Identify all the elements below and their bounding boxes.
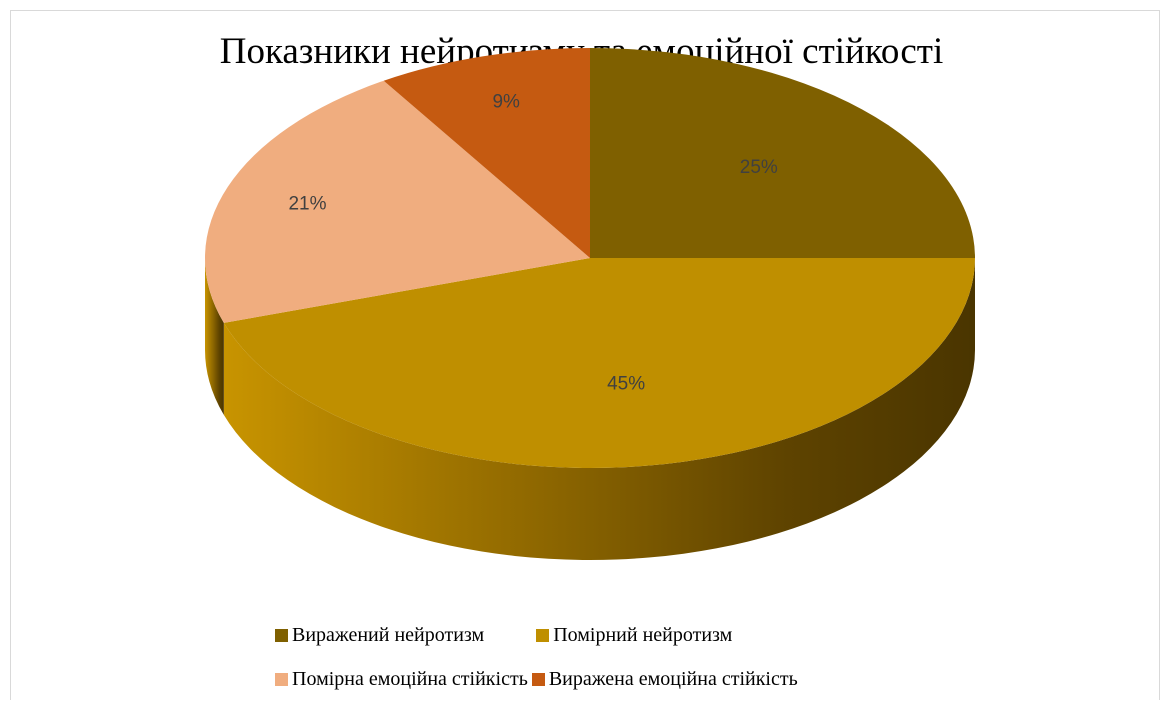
legend-row-2: Помірна емоційна стійкість Виражена емоц…	[275, 668, 820, 691]
legend-swatch-3	[531, 673, 545, 686]
pie-side-1	[223, 258, 975, 561]
legend-row-1: Виражений нейротизм Помірний нейротизм	[275, 624, 754, 647]
legend-item-0: Виражений нейротизм	[275, 624, 484, 647]
legend-label-2: Помірна емоційна стійкість	[292, 668, 528, 690]
data-label-2: 21%	[288, 194, 326, 215]
legend-item-3: Виражена емоційна стійкість	[531, 668, 798, 691]
pie-side-2	[205, 258, 224, 415]
data-label-0: 25%	[740, 157, 778, 178]
pie-slice-3	[383, 48, 590, 258]
legend-swatch-2	[275, 673, 288, 686]
legend-item-2: Помірна емоційна стійкість	[275, 668, 528, 691]
data-label-3: 9%	[492, 92, 520, 113]
legend-item-1: Помірний нейротизм	[536, 624, 732, 647]
pie-slice-0	[590, 48, 975, 258]
pie-slice-2	[205, 80, 590, 323]
legend-swatch-1	[536, 629, 550, 642]
legend-label-0: Виражений нейротизм	[292, 624, 485, 646]
pie-side-wall	[205, 258, 975, 561]
legend-label-3: Виражена емоційна стійкість	[548, 668, 798, 690]
legend-swatch-0	[275, 629, 288, 642]
legend-label-1: Помірний нейротизм	[553, 624, 733, 646]
data-label-1: 45%	[607, 373, 645, 394]
pie-slice-1	[223, 258, 975, 468]
pie-data-labels: 25% 45% 21% 9%	[288, 92, 777, 395]
pie-top-face	[205, 48, 975, 468]
